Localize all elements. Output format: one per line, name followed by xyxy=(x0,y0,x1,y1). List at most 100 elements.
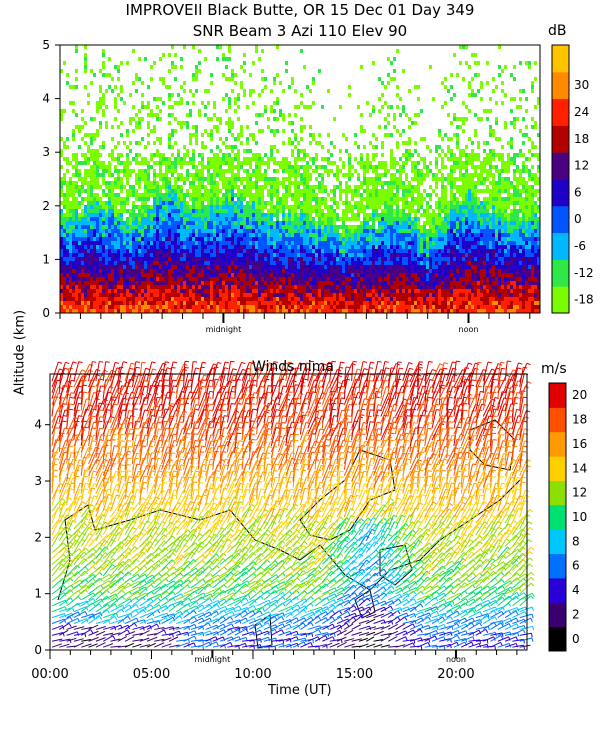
snr-cell xyxy=(342,289,345,293)
snr-cell xyxy=(255,221,258,225)
snr-cell xyxy=(279,305,282,309)
snr-cell xyxy=(414,257,417,261)
snr-cell xyxy=(354,141,357,145)
snr-cell xyxy=(306,273,309,277)
snr-cell xyxy=(420,237,423,241)
snr-cell xyxy=(240,165,243,169)
snr-cell xyxy=(261,205,264,209)
snr-cell xyxy=(345,297,348,301)
snr-cell xyxy=(135,177,138,181)
snr-cell xyxy=(204,221,207,225)
snr-cell xyxy=(414,149,417,153)
snr-cell xyxy=(387,257,390,261)
snr-cell xyxy=(315,285,318,289)
snr-cell xyxy=(399,245,402,249)
snr-cell xyxy=(96,293,99,297)
snr-cell xyxy=(237,197,240,201)
snr-cell xyxy=(138,285,141,289)
snr-cell xyxy=(261,241,264,245)
snr-cell xyxy=(72,245,75,249)
snr-cell xyxy=(297,257,300,261)
snr-cell xyxy=(396,249,399,253)
snr-cell xyxy=(129,169,132,173)
snr-cell xyxy=(342,309,345,313)
snr-cell xyxy=(276,117,279,121)
snr-cell xyxy=(354,265,357,269)
snr-cell xyxy=(111,205,114,209)
snr-cell xyxy=(213,113,216,117)
snr-cell xyxy=(264,153,267,157)
snr-cell xyxy=(408,249,411,253)
snr-cell xyxy=(114,97,117,101)
snr-cell xyxy=(117,209,120,213)
snr-cell xyxy=(186,229,189,233)
snr-cell xyxy=(303,293,306,297)
snr-cell xyxy=(300,241,303,245)
snr-cell xyxy=(270,217,273,221)
snr-cell xyxy=(180,173,183,177)
snr-cell xyxy=(138,177,141,181)
snr-cell xyxy=(285,213,288,217)
snr-cell xyxy=(258,93,261,97)
snr-cell xyxy=(360,129,363,133)
snr-cell xyxy=(381,277,384,281)
snr-cell xyxy=(282,253,285,257)
snr-cell xyxy=(186,217,189,221)
snr-cell xyxy=(351,305,354,309)
snr-cell xyxy=(267,177,270,181)
snr-cell xyxy=(225,177,228,181)
snr-cell xyxy=(426,281,429,285)
snr-cell xyxy=(99,105,102,109)
snr-cell xyxy=(117,293,120,297)
snr-cell xyxy=(366,297,369,301)
snr-cell xyxy=(303,221,306,225)
snr-cell xyxy=(261,221,264,225)
snr-cell xyxy=(351,261,354,265)
snr-cell xyxy=(276,273,279,277)
snr-cell xyxy=(270,293,273,297)
snr-cell xyxy=(396,269,399,273)
snr-cell xyxy=(153,297,156,301)
snr-cell xyxy=(156,301,159,305)
snr-cell xyxy=(99,309,102,313)
snr-cell xyxy=(318,181,321,185)
snr-cell xyxy=(246,289,249,293)
snr-cell xyxy=(219,225,222,229)
snr-cell xyxy=(153,221,156,225)
snr-cell xyxy=(159,137,162,141)
snr-cell xyxy=(333,189,336,193)
snr-cell xyxy=(390,261,393,265)
snr-cell xyxy=(117,301,120,305)
snr-cell xyxy=(195,245,198,249)
snr-cell xyxy=(378,261,381,265)
snr-cell xyxy=(312,289,315,293)
snr-cell xyxy=(330,309,333,313)
snr-cell xyxy=(342,173,345,177)
snr-cell xyxy=(153,217,156,221)
snr-cell xyxy=(60,241,63,245)
snr-cell xyxy=(291,277,294,281)
snr-cell xyxy=(141,309,144,313)
snr-cell xyxy=(351,301,354,305)
snr-cell xyxy=(339,105,342,109)
snr-cell xyxy=(330,245,333,249)
snr-cell xyxy=(303,257,306,261)
snr-cell xyxy=(318,185,321,189)
snr-cell xyxy=(414,161,417,165)
snr-cell xyxy=(162,297,165,301)
snr-cell xyxy=(228,309,231,313)
snr-cell xyxy=(90,157,93,161)
snr-cell xyxy=(99,257,102,261)
snr-cell xyxy=(192,289,195,293)
snr-cell xyxy=(288,141,291,145)
snr-cell xyxy=(216,205,219,209)
snr-cell xyxy=(264,169,267,173)
snr-cell xyxy=(303,181,306,185)
snr-cell xyxy=(216,201,219,205)
snr-cell xyxy=(417,285,420,289)
snr-cell xyxy=(72,85,75,89)
snr-cell xyxy=(309,193,312,197)
snr-cell xyxy=(339,185,342,189)
snr-cell xyxy=(108,85,111,89)
snr-cell xyxy=(399,97,402,101)
